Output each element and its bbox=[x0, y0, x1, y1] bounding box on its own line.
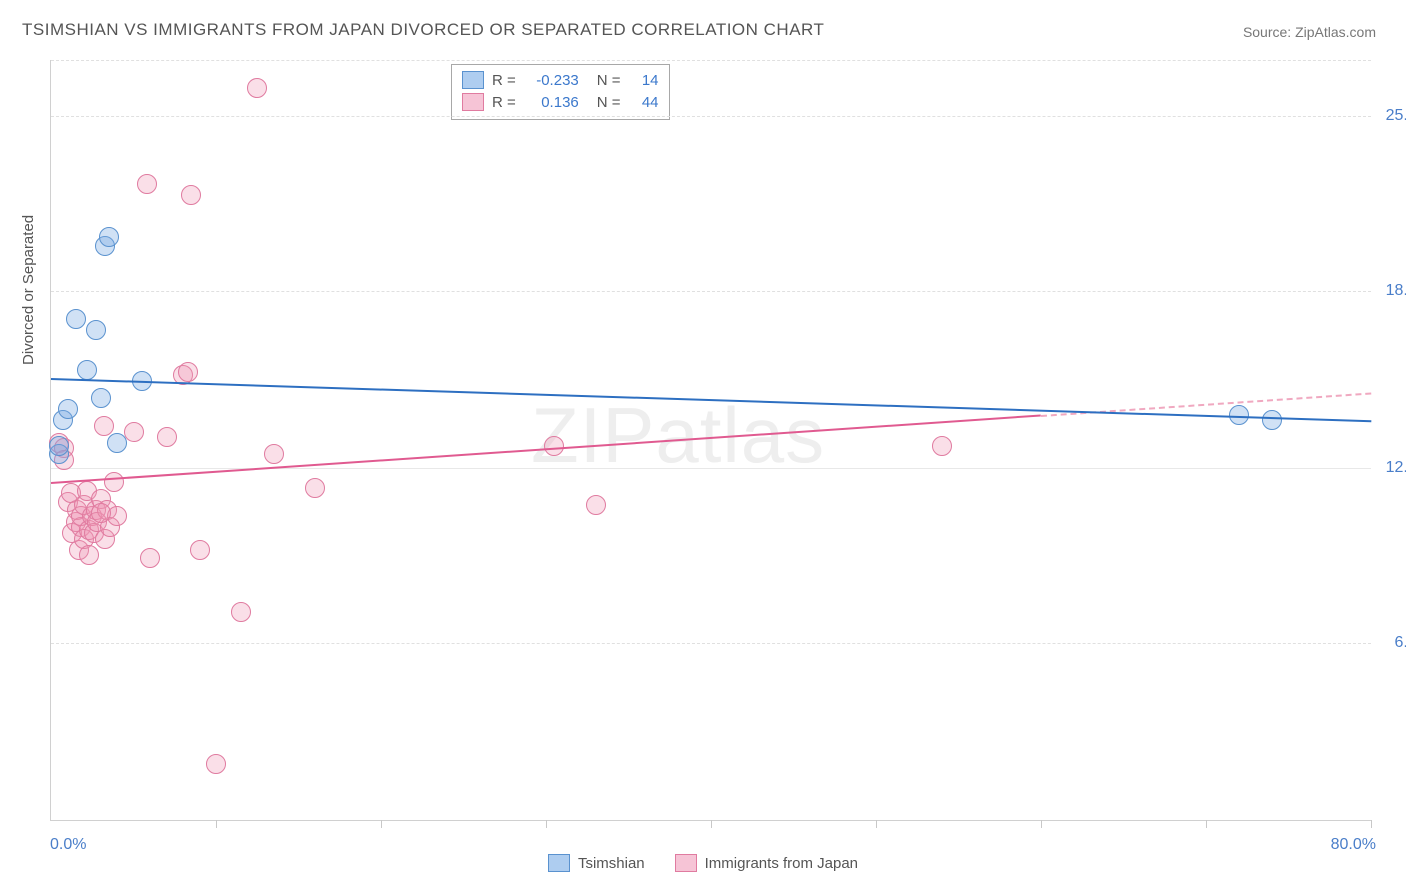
swatch-blue-icon bbox=[548, 854, 570, 872]
data-point bbox=[107, 433, 127, 453]
r-label: R = bbox=[492, 94, 516, 111]
legend-label-2: Immigrants from Japan bbox=[705, 855, 858, 872]
data-point bbox=[137, 174, 157, 194]
stats-legend: R = -0.233 N = 14 R = 0.136 N = 44 bbox=[451, 64, 670, 120]
swatch-pink-icon bbox=[675, 854, 697, 872]
bottom-legend: Tsimshian Immigrants from Japan bbox=[0, 854, 1406, 872]
trend-line bbox=[51, 415, 1041, 485]
x-tick bbox=[1041, 820, 1042, 828]
legend-item-japan: Immigrants from Japan bbox=[675, 854, 858, 872]
x-axis-max-label: 80.0% bbox=[1331, 836, 1376, 854]
data-point bbox=[104, 472, 124, 492]
n-label: N = bbox=[597, 72, 621, 89]
y-tick-label: 6.3% bbox=[1376, 634, 1406, 652]
swatch-blue-icon bbox=[462, 71, 484, 89]
x-tick bbox=[1371, 820, 1372, 828]
data-point bbox=[1229, 405, 1249, 425]
y-tick-label: 18.8% bbox=[1376, 282, 1406, 300]
legend-row-japan: R = 0.136 N = 44 bbox=[462, 91, 659, 113]
data-point bbox=[247, 78, 267, 98]
n-value-2: 44 bbox=[629, 94, 659, 111]
data-point bbox=[91, 388, 111, 408]
chart-title: TSIMSHIAN VS IMMIGRANTS FROM JAPAN DIVOR… bbox=[22, 20, 824, 40]
n-label: N = bbox=[597, 94, 621, 111]
scatter-plot: ZIPatlas R = -0.233 N = 14 R = 0.136 N =… bbox=[50, 60, 1371, 821]
data-point bbox=[77, 360, 97, 380]
grid-line bbox=[51, 116, 1371, 117]
source-label: Source: bbox=[1243, 24, 1291, 40]
swatch-pink-icon bbox=[462, 93, 484, 111]
data-point bbox=[181, 185, 201, 205]
data-point bbox=[79, 545, 99, 565]
data-point bbox=[86, 320, 106, 340]
legend-row-tsimshian: R = -0.233 N = 14 bbox=[462, 69, 659, 91]
x-tick bbox=[216, 820, 217, 828]
x-tick bbox=[381, 820, 382, 828]
data-point bbox=[305, 478, 325, 498]
r-label: R = bbox=[492, 72, 516, 89]
x-tick bbox=[1206, 820, 1207, 828]
trend-line bbox=[51, 378, 1371, 422]
y-tick-label: 12.5% bbox=[1376, 459, 1406, 477]
x-tick bbox=[546, 820, 547, 828]
data-point bbox=[49, 436, 69, 456]
source-credit: Source: ZipAtlas.com bbox=[1243, 24, 1376, 40]
data-point bbox=[544, 436, 564, 456]
grid-line bbox=[51, 643, 1371, 644]
data-point bbox=[91, 503, 111, 523]
grid-line bbox=[51, 60, 1371, 61]
data-point bbox=[190, 540, 210, 560]
data-point bbox=[231, 602, 251, 622]
data-point bbox=[94, 416, 114, 436]
data-point bbox=[264, 444, 284, 464]
data-point bbox=[206, 754, 226, 774]
r-value-1: -0.233 bbox=[524, 72, 579, 89]
x-tick bbox=[876, 820, 877, 828]
x-tick bbox=[711, 820, 712, 828]
r-value-2: 0.136 bbox=[524, 94, 579, 111]
n-value-1: 14 bbox=[629, 72, 659, 89]
data-point bbox=[932, 436, 952, 456]
data-point bbox=[178, 362, 198, 382]
data-point bbox=[140, 548, 160, 568]
legend-label-1: Tsimshian bbox=[578, 855, 645, 872]
data-point bbox=[66, 309, 86, 329]
y-axis-label: Divorced or Separated bbox=[20, 215, 37, 365]
legend-item-tsimshian: Tsimshian bbox=[548, 854, 645, 872]
source-value: ZipAtlas.com bbox=[1295, 24, 1376, 40]
grid-line bbox=[51, 291, 1371, 292]
data-point bbox=[586, 495, 606, 515]
y-tick-label: 25.0% bbox=[1376, 107, 1406, 125]
x-axis-min-label: 0.0% bbox=[50, 836, 86, 854]
data-point bbox=[1262, 410, 1282, 430]
data-point bbox=[99, 227, 119, 247]
data-point bbox=[58, 399, 78, 419]
data-point bbox=[124, 422, 144, 442]
data-point bbox=[157, 427, 177, 447]
